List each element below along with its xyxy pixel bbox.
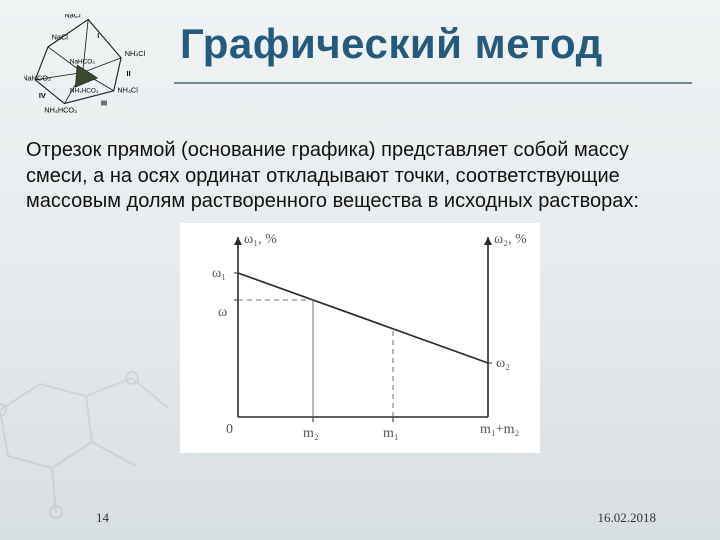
svg-text:ω₁, %: ω₁, %: [244, 232, 277, 247]
svg-text:m₁: m₁: [383, 426, 399, 441]
phase-diagram-icon: NaCl NaCl NaHCO₃ NH₄HCO₃ NH₄Cl NH₄Cl NaHCO₃ NH₄…: [24, 14, 156, 120]
svg-text:NH₄HCO₃: NH₄HCO₃: [44, 106, 77, 115]
svg-text:III: III: [101, 98, 107, 107]
svg-text:ω₂, %: ω₂, %: [494, 232, 527, 247]
svg-text:NH₄Cl: NH₄Cl: [125, 49, 146, 58]
svg-text:NaCl: NaCl: [64, 14, 81, 20]
svg-text:ω₁: ω₁: [212, 266, 226, 281]
mixing-chart: ω₁, % ω₂, % 0 m₁+m₂ ω₁ ω₂ ω m₂ m₁: [180, 223, 540, 453]
svg-text:IV: IV: [39, 91, 46, 100]
svg-text:ω₂: ω₂: [496, 356, 510, 371]
svg-text:I: I: [97, 31, 99, 40]
chart-container: ω₁, % ω₂, % 0 m₁+m₂ ω₁ ω₂ ω m₂ m₁: [24, 223, 696, 453]
page-number: 14: [96, 510, 109, 526]
footer: 14 16.02.2018: [0, 510, 720, 526]
svg-text:NaHCO₃: NaHCO₃: [24, 74, 51, 83]
slide-title: Графический метод: [174, 14, 692, 84]
svg-text:NH₄HCO₃: NH₄HCO₃: [70, 88, 99, 95]
svg-text:NH₄Cl: NH₄Cl: [117, 86, 138, 95]
slide: NaCl NaCl NaHCO₃ NH₄HCO₃ NH₄Cl NH₄Cl NaHCO₃ NH₄…: [0, 0, 720, 540]
header: NaCl NaCl NaHCO₃ NH₄HCO₃ NH₄Cl NH₄Cl NaHCO₃ NH₄…: [24, 14, 696, 124]
svg-text:m₂: m₂: [303, 426, 319, 441]
svg-text:II: II: [127, 69, 131, 78]
body-paragraph: Отрезок прямой (основание графика) предс…: [24, 138, 696, 215]
svg-text:NaHCO₃: NaHCO₃: [70, 58, 95, 65]
svg-text:m₁+m₂: m₁+m₂: [480, 422, 520, 437]
svg-text:ω: ω: [218, 305, 227, 320]
svg-text:NaCl: NaCl: [52, 33, 69, 42]
svg-text:0: 0: [226, 422, 233, 437]
slide-date: 16.02.2018: [598, 510, 657, 526]
